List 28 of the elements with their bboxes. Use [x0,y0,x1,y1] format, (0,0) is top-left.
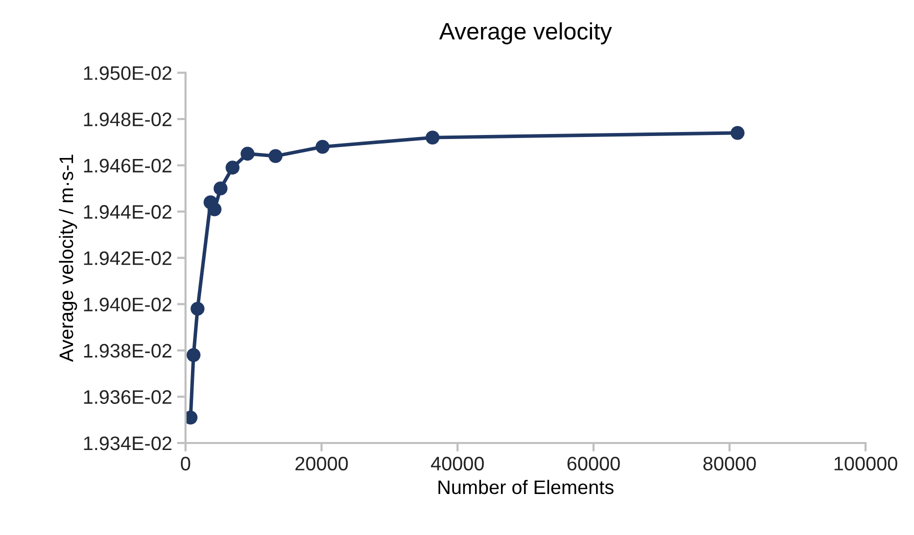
x-tick-label: 40000 [430,456,484,470]
point [268,149,282,164]
y-tick-label: 1.944E-02 [84,205,172,219]
point [426,130,440,144]
point [186,348,200,362]
y-tick-label: 1.942E-02 [84,251,172,266]
y-tick-label: 1.936E-02 [84,390,172,404]
y-tick-label: 1.938E-02 [84,344,172,358]
x-tick-label: 0 [180,456,190,470]
x-tick-label: 20000 [295,456,348,470]
point [208,202,222,216]
y-tick-label: 1.948E-02 [84,112,172,126]
point [214,182,228,196]
y-tick-label: 1.934E-02 [84,436,172,450]
chart-title: Average velocity [439,22,612,44]
point [316,140,330,154]
x-tick-label: 60000 [568,456,620,470]
x-tick-label: 80000 [703,456,756,470]
x-tick-label: 100000 [834,456,898,470]
point [730,126,744,140]
y-tick-label: 1.940E-02 [84,298,172,312]
point [190,302,204,316]
y-tick-label: 1.946E-02 [84,158,172,173]
x-axis-title: Number of Elements [438,480,614,494]
y-axis-title: Average velocity / m·s-1 [58,154,78,362]
y-tick-label: 1.950E-02 [84,66,172,80]
point [226,160,240,175]
point [240,146,254,161]
